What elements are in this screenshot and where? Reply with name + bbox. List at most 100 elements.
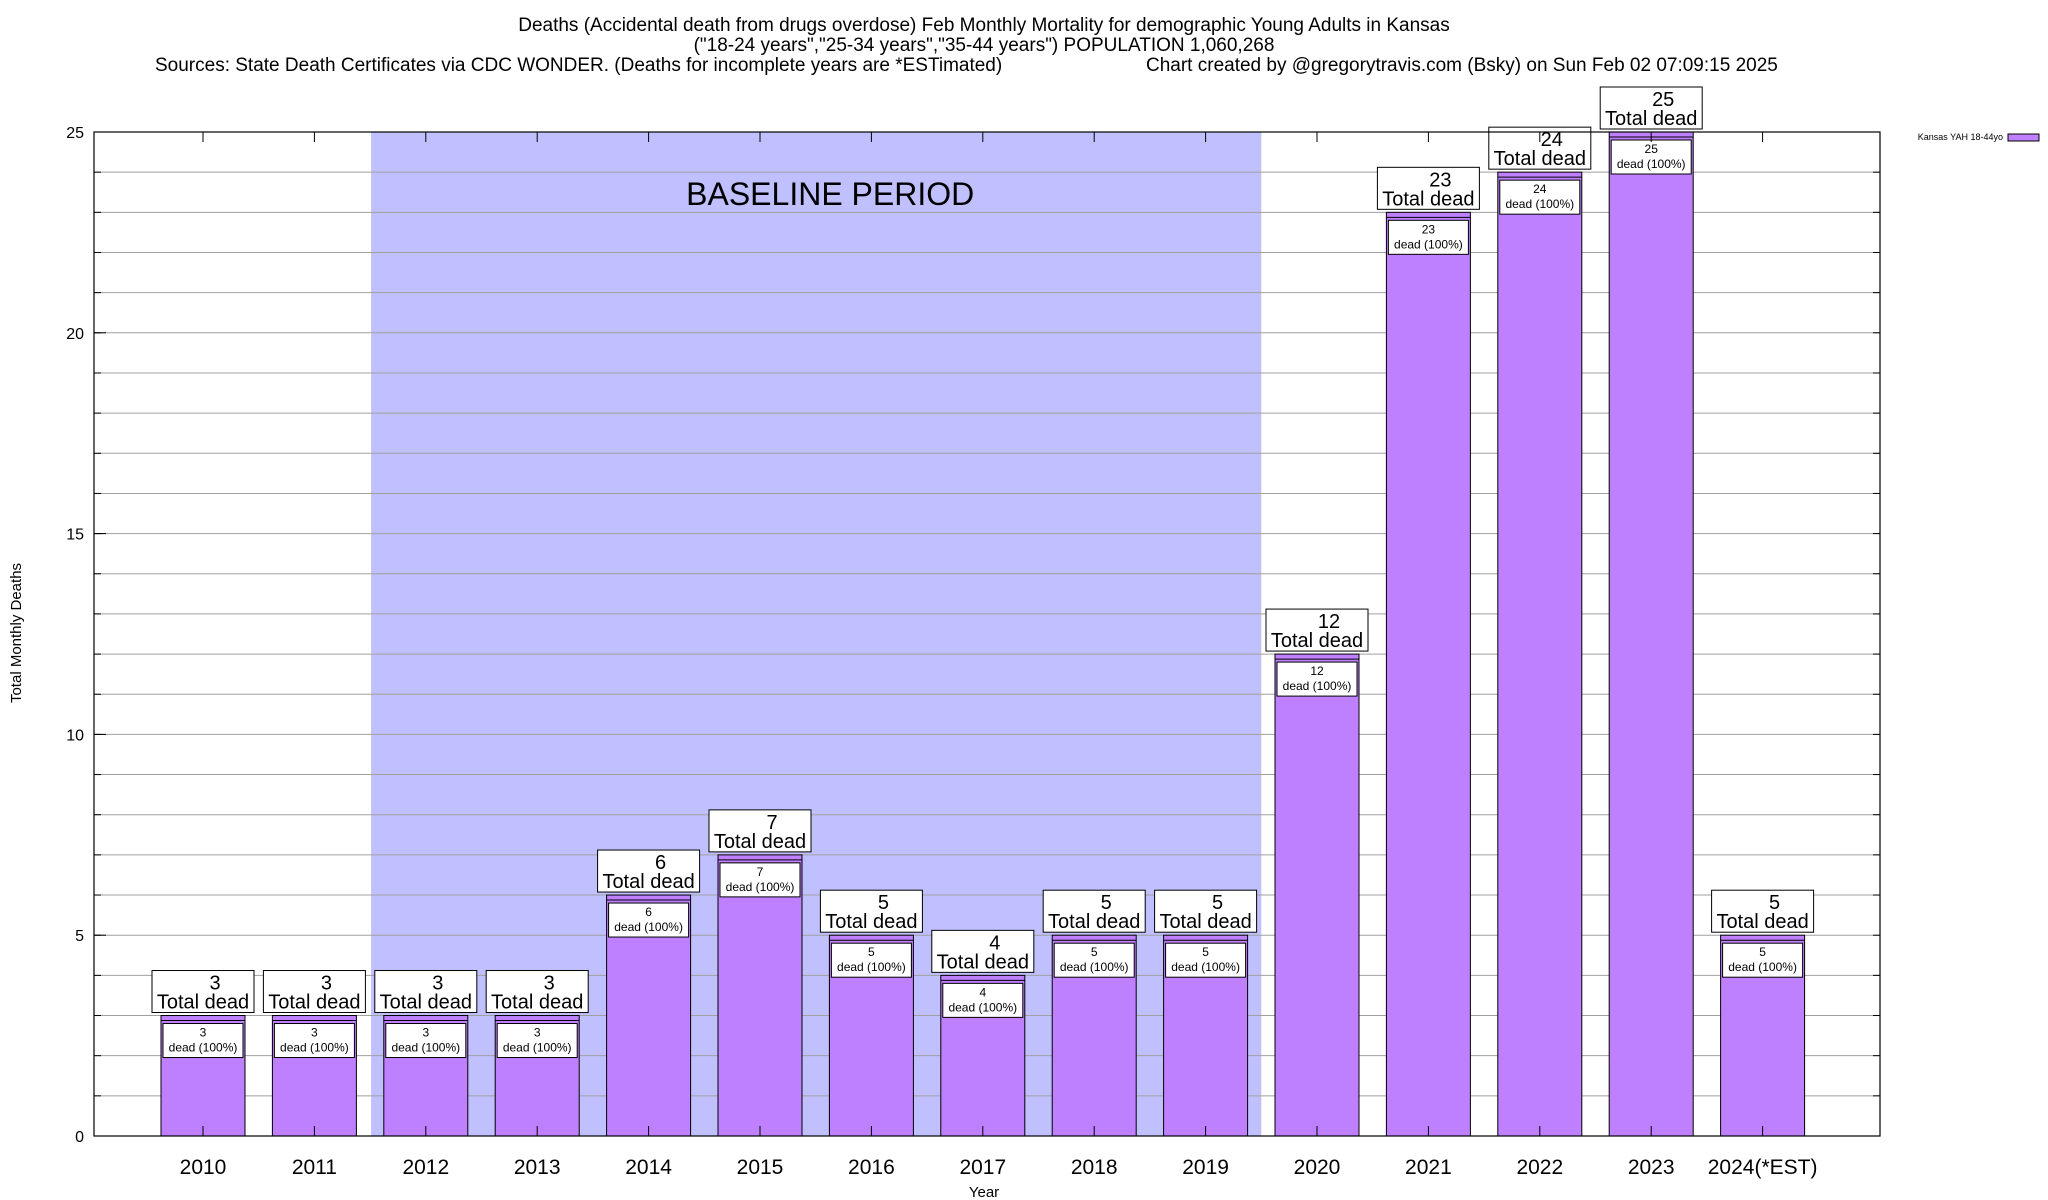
bar-total-label: Total dead xyxy=(1605,108,1697,130)
bar-total-label: Total dead xyxy=(491,992,583,1014)
bar-inner-count: 3 xyxy=(200,1026,207,1040)
bar-total-count: 5 xyxy=(878,892,889,914)
bar-inner-label-box xyxy=(942,982,1024,1018)
x-tick-label: 2016 xyxy=(848,1156,895,1179)
y-tick-label: 20 xyxy=(66,326,84,343)
bar-inner-percent: dead (100%) xyxy=(391,1041,460,1055)
bar-inner-percent: dead (100%) xyxy=(1394,237,1463,251)
bar-inner-label-box xyxy=(162,1023,244,1059)
y-tick-label: 15 xyxy=(66,527,84,544)
bar-total-count: 5 xyxy=(1101,892,1112,914)
bar-total-count: 23 xyxy=(1429,169,1451,191)
bar-inner-percent: dead (100%) xyxy=(1283,679,1352,693)
bar-inner-label-box xyxy=(608,902,690,938)
bar-total-label: Total dead xyxy=(157,992,249,1014)
bar-inner-count: 25 xyxy=(1645,142,1659,156)
chart-sources-line: Sources: State Death Certificates via CD… xyxy=(155,55,1002,76)
bar-total-label-box xyxy=(485,970,589,1014)
bar-total-count: 25 xyxy=(1652,89,1674,111)
bar-inner-percent: dead (100%) xyxy=(726,880,795,894)
bar-inner-count: 5 xyxy=(1202,945,1209,959)
bar-total-label: Total dead xyxy=(1716,911,1808,933)
bar-inner-count: 12 xyxy=(1310,664,1324,678)
bar-inner-label-box xyxy=(1499,179,1581,215)
chart-title-line-1: Deaths (Accidental death from drugs over… xyxy=(518,15,1450,36)
bar xyxy=(717,854,803,1137)
bar-total-label-box xyxy=(262,970,366,1014)
bar xyxy=(1274,653,1360,1137)
bar-inner-percent: dead (100%) xyxy=(1505,197,1574,211)
bar-inner-label-box xyxy=(719,862,801,898)
bar-total-label-box xyxy=(819,889,923,933)
bar-total-label-box xyxy=(151,970,255,1014)
bar-total-label-box xyxy=(1599,86,1703,130)
x-tick-label: 2022 xyxy=(1516,1156,1563,1179)
bar-inner-percent: dead (100%) xyxy=(1617,157,1686,171)
bar-inner-percent: dead (100%) xyxy=(1728,960,1797,974)
bar-inner-label-box xyxy=(1053,942,1135,978)
y-tick-label: 0 xyxy=(75,1129,84,1146)
x-tick-label: 2014 xyxy=(625,1156,672,1179)
bar-total-count: 5 xyxy=(1769,892,1780,914)
bar-inner-count: 24 xyxy=(1533,182,1547,196)
bar-inner-count: 5 xyxy=(868,945,875,959)
x-tick-label: 2021 xyxy=(1405,1156,1452,1179)
bar-inner-count: 7 xyxy=(757,865,764,879)
bar-total-count: 6 xyxy=(655,852,666,874)
bar-inner-count: 23 xyxy=(1422,222,1436,236)
chart-title-line-2: ("18-24 years","25-34 years","35-44 year… xyxy=(694,35,1275,56)
bar-total-label-box xyxy=(931,929,1035,973)
bar-inner-label-box xyxy=(1387,219,1469,255)
x-tick-label: 2012 xyxy=(402,1156,449,1179)
bar-inner-percent: dead (100%) xyxy=(503,1041,572,1055)
bar-total-count: 24 xyxy=(1541,129,1563,151)
x-tick-label: 2017 xyxy=(959,1156,1006,1179)
bar-total-count: 3 xyxy=(432,973,443,995)
legend-series-label: Kansas YAH 18-44yo xyxy=(1918,132,2003,142)
bar-inner-count: 5 xyxy=(1759,945,1766,959)
legend-swatch xyxy=(2007,133,2040,142)
bar-inner-count: 4 xyxy=(979,985,986,999)
y-tick-label: 25 xyxy=(66,125,84,142)
x-tick-label: 2011 xyxy=(292,1156,337,1179)
bar-total-label: Total dead xyxy=(1382,188,1474,210)
x-tick-label: 2024(*EST) xyxy=(1708,1156,1818,1179)
title-block: Deaths (Accidental death from drugs over… xyxy=(155,15,1778,76)
x-tick-label: 2019 xyxy=(1182,1156,1229,1179)
bar-total-label-box xyxy=(1711,889,1815,933)
bar-inner-count: 3 xyxy=(534,1026,541,1040)
bar-total-count: 3 xyxy=(209,973,220,995)
bar-total-label: Total dead xyxy=(714,831,806,853)
y-axis-label: Total Monthly Deaths xyxy=(8,563,25,703)
bar-total-label-box xyxy=(1265,608,1369,652)
bar-total-label: Total dead xyxy=(937,951,1029,973)
bar-inner-percent: dead (100%) xyxy=(1060,960,1129,974)
bar-total-count: 5 xyxy=(1212,892,1223,914)
bar-total-label-box xyxy=(1154,889,1258,933)
bar-inner-label-box xyxy=(1165,942,1247,978)
x-tick-label: 2010 xyxy=(180,1156,227,1179)
y-tick-label: 5 xyxy=(75,928,84,945)
bar-inner-percent: dead (100%) xyxy=(948,1000,1017,1014)
bar-inner-label-box xyxy=(1722,942,1804,978)
bar-total-label: Total dead xyxy=(380,992,472,1014)
bar-total-label-box xyxy=(1376,166,1480,210)
x-tick-label: 2020 xyxy=(1294,1156,1341,1179)
bar-inner-count: 3 xyxy=(422,1026,429,1040)
bar-inner-label-box xyxy=(1276,661,1358,697)
bar-total-count: 3 xyxy=(544,973,555,995)
bar-inner-percent: dead (100%) xyxy=(1171,960,1240,974)
chart-credit-line: Chart created by @gregorytravis.com (Bsk… xyxy=(1146,55,1778,76)
bar-inner-percent: dead (100%) xyxy=(280,1041,349,1055)
bar-inner-label-box xyxy=(496,1023,578,1059)
bar-total-label: Total dead xyxy=(268,992,360,1014)
bar-inner-percent: dead (100%) xyxy=(169,1041,238,1055)
bar-inner-label-box xyxy=(273,1023,355,1059)
x-tick-label: 2018 xyxy=(1071,1156,1118,1179)
bar-total-label: Total dead xyxy=(1159,911,1251,933)
bar-inner-label-box xyxy=(830,942,912,978)
bar-total-label-box xyxy=(374,970,478,1014)
plot-frame xyxy=(93,131,1881,1137)
bar-inner-count: 6 xyxy=(645,905,652,919)
